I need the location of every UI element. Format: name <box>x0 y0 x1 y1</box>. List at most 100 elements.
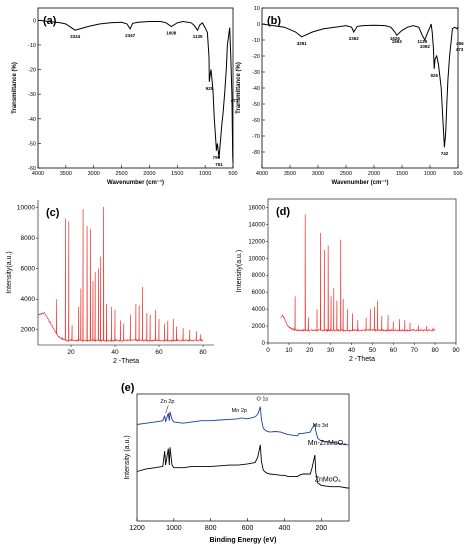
panel-label: (e) <box>121 382 135 394</box>
peak-label: 1139 <box>417 39 427 44</box>
y-tick-label: -20 <box>28 68 36 74</box>
x-tick-label: 4000 <box>256 171 268 177</box>
y-tick-label: -20 <box>252 54 260 60</box>
x-tick-label: 1000 <box>199 171 211 177</box>
x-tick-label: 0 <box>266 347 270 354</box>
y-tick-label: 2000 <box>21 327 36 334</box>
y-tick-label: -40 <box>252 86 260 92</box>
x-axis-label: Wavenumber (cm⁻¹) <box>107 179 164 186</box>
series-label-mn-znmoo4: Mn-ZnMoO₄ <box>308 440 346 447</box>
y-tick-label: -60 <box>28 166 36 172</box>
peak-label: 1092 <box>420 44 431 49</box>
x-tick-label: 3000 <box>88 171 100 177</box>
y-tick-label: 0 <box>257 22 260 28</box>
peak-label: 3334 <box>70 34 81 39</box>
x-tick-label: 50 <box>369 347 377 354</box>
xps-spectrum-line-znmoo4 <box>136 444 349 489</box>
y-tick-label: 10000 <box>248 256 265 262</box>
x-tick-label: 1000 <box>166 525 182 532</box>
peak-label: 742 <box>441 151 449 156</box>
x-tick-label: 200 <box>316 525 328 532</box>
peak-pointer <box>165 405 169 414</box>
y-axis-label: Transmittance (%) <box>236 62 242 114</box>
x-tick-label: 60 <box>390 347 398 354</box>
y-tick-label: 6000 <box>252 290 266 296</box>
x-tick-label: 70 <box>411 347 419 354</box>
x-tick-label: 10 <box>285 347 293 354</box>
x-axis-label: Wavenumber (cm⁻¹) <box>332 179 389 186</box>
peak-label: 2362 <box>349 36 360 41</box>
peak-label-mn2p: Mn 2p <box>232 408 247 414</box>
panel-label: (c) <box>46 207 60 219</box>
panel-e: 1200 1000 800 600 400 200 Zn 2p Mn 2p O 1s Mo 3d M… <box>121 382 350 544</box>
y-tick-label: -10 <box>28 43 36 49</box>
y-tick-label: -30 <box>28 92 36 98</box>
x-tick-label: 40 <box>111 349 119 356</box>
peak-label: 3291 <box>297 41 308 46</box>
y-tick-label: 14000 <box>248 222 265 228</box>
x-tick-label: 1200 <box>129 525 145 532</box>
panel-b: 10 0 -10 -20 -30 -40 -50 -60 -70 -80 4000 3500 3000 2… <box>236 6 464 186</box>
x-tick-label: 20 <box>306 347 314 354</box>
y-tick-label: 2000 <box>252 324 266 330</box>
peak-label: 925 <box>206 86 214 91</box>
y-tick-label: -40 <box>28 117 36 123</box>
y-tick-label: 0 <box>33 18 36 24</box>
x-axis-label: Binding Energy (eV) <box>210 537 277 544</box>
x-tick-label: 400 <box>279 525 291 532</box>
peak-label: 2347 <box>125 33 136 38</box>
x-tick-label: 3500 <box>60 171 72 177</box>
y-tick-label: 10 <box>254 6 260 12</box>
x-tick-label: 800 <box>205 525 217 532</box>
y-tick-label: -60 <box>252 118 260 124</box>
plot-frame-d <box>267 198 457 344</box>
peak-label: 1626 <box>390 36 401 41</box>
y-axis-label: Intensity(a.u.) <box>236 250 243 292</box>
peak-label: 1593 <box>392 39 403 44</box>
x-tick-label: 80 <box>431 347 439 354</box>
panel-c: 2000 4000 6000 8000 10000 20 40 60 80 2 -Theta Int… <box>6 200 214 365</box>
y-tick-label: 16000 <box>248 205 265 211</box>
x-tick-label: 3000 <box>312 171 324 177</box>
panel-label: (d) <box>276 206 290 218</box>
x-tick-label: 2000 <box>143 171 155 177</box>
x-tick-label: 20 <box>67 349 75 356</box>
x-tick-label: 500 <box>228 171 237 177</box>
x-tick-label: 1000 <box>424 171 436 177</box>
plot-frame-a <box>37 7 234 169</box>
x-tick-label: 30 <box>327 347 335 354</box>
peak-label: 751 <box>215 162 223 167</box>
y-axis-label: Transmittance (%) <box>12 62 18 114</box>
peak-label-zn2p: Zn 2p <box>160 399 174 405</box>
y-tick-label: 4000 <box>21 296 36 303</box>
xps-spectrum-line-mn-znmoo4 <box>136 406 349 446</box>
x-tick-label: 500 <box>453 171 462 177</box>
x-tick-label: 60 <box>155 349 163 356</box>
panel-label: (a) <box>43 15 57 27</box>
x-tick-label: 600 <box>242 525 254 532</box>
ir-spectrum-line <box>37 19 234 164</box>
xrd-pattern-line <box>280 214 436 333</box>
y-tick-label: 10000 <box>17 205 35 212</box>
x-tick-label: 3500 <box>284 171 296 177</box>
x-axis-label: 2 -Theta <box>113 358 139 365</box>
y-tick-label: -80 <box>252 150 260 156</box>
ir-spectrum-line <box>261 23 459 148</box>
peak-label: 1135 <box>193 34 203 39</box>
plot-frame-e <box>136 393 350 522</box>
x-tick-label: 90 <box>452 347 460 354</box>
y-axis-label: Intensity (a.u.) <box>124 435 131 479</box>
peak-label: 466 <box>456 41 464 46</box>
panel-d: 0 2000 4000 6000 8000 10000 12000 14000 16000 0 10… <box>236 198 460 363</box>
peak-label-o1s: O 1s <box>257 396 269 402</box>
peak-label: 925 <box>430 73 438 78</box>
x-tick-label: 2500 <box>340 171 352 177</box>
y-tick-label: -70 <box>252 134 260 140</box>
x-tick-label: 80 <box>199 349 207 356</box>
y-tick-label: -10 <box>252 38 260 44</box>
panel-label: (b) <box>267 15 281 27</box>
x-tick-label: 1500 <box>396 171 408 177</box>
peak-label: 473 <box>456 47 464 52</box>
x-tick-label: 2500 <box>115 171 127 177</box>
